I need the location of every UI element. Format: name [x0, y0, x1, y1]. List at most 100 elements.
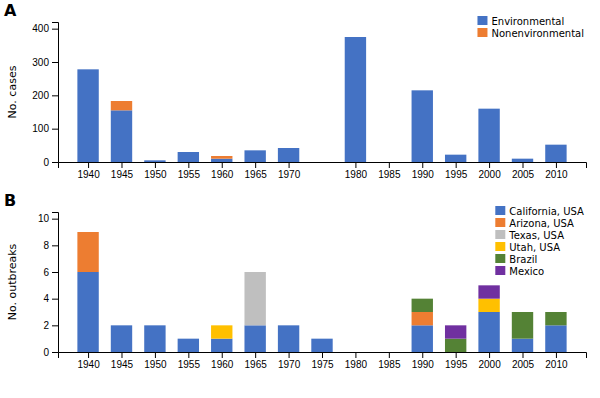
bar [345, 352, 366, 353]
tick: 1990 [412, 352, 435, 370]
tick: 1990 [412, 162, 435, 180]
tick: 100 [32, 123, 58, 134]
legend-label: Texas, USA [508, 230, 564, 241]
tick: 1985 [378, 352, 401, 370]
tick-mark [52, 299, 58, 300]
tick-mark [322, 352, 323, 358]
tick-label: 4 [43, 293, 49, 304]
bar [77, 272, 98, 352]
tick: 2000 [478, 352, 501, 370]
tick-label: 1955 [178, 359, 201, 370]
bar [311, 338, 332, 339]
bar [244, 272, 265, 273]
tick-label: 1960 [211, 169, 234, 180]
tick-mark [456, 162, 457, 168]
bar [278, 325, 299, 326]
bar [244, 272, 265, 273]
tick: 1980 [345, 352, 368, 370]
tick: 1955 [178, 162, 201, 180]
tick: 200 [32, 90, 58, 101]
tick-label: 400 [32, 23, 49, 34]
tick-mark [52, 245, 58, 246]
tick-mark [255, 162, 256, 168]
bar [412, 90, 433, 91]
bar [244, 272, 265, 325]
panel: 1940194519501955196019651970197519801985… [4, 191, 587, 370]
bar [412, 299, 433, 312]
bar [478, 299, 499, 312]
bar [478, 285, 499, 298]
tick-mark [52, 162, 58, 163]
bar [178, 339, 199, 352]
tick-label: 0 [43, 157, 49, 168]
tick: 2000 [478, 162, 501, 180]
bar [445, 339, 466, 352]
bar [244, 150, 265, 162]
bar [278, 325, 299, 326]
tick: 2010 [545, 352, 568, 370]
tick-label: 1995 [445, 359, 468, 370]
bar [211, 325, 232, 338]
tick: 1945 [111, 162, 134, 180]
legend-swatch [495, 230, 505, 239]
bar [345, 37, 366, 38]
bar-series [77, 232, 433, 325]
legend-swatch [477, 16, 487, 25]
bar [178, 152, 199, 162]
tick-mark [52, 272, 58, 273]
bar [144, 160, 165, 162]
axis-line [59, 353, 587, 359]
bar [545, 145, 566, 162]
tick-mark [355, 162, 356, 168]
tick: 1945 [111, 352, 134, 370]
tick-label: 100 [32, 123, 49, 134]
bar [111, 325, 132, 352]
bar [412, 298, 433, 299]
bar [311, 338, 332, 339]
tick-label: 2010 [545, 169, 568, 180]
bar [378, 162, 399, 163]
legend-swatch [495, 266, 505, 275]
bar [77, 69, 98, 162]
tick-label: 6 [43, 267, 49, 278]
tick: 300 [32, 57, 58, 68]
bar [178, 338, 199, 339]
bars [77, 37, 566, 162]
tick: 4 [43, 293, 58, 304]
bar [378, 352, 399, 353]
bar [478, 109, 499, 162]
tick-mark [523, 352, 524, 358]
tick: 2 [43, 320, 58, 331]
tick-label: 1990 [412, 359, 435, 370]
bar [144, 160, 165, 161]
tick: 2005 [512, 352, 535, 370]
legend-label: Environmental [491, 16, 564, 27]
tick-label: 1965 [245, 359, 268, 370]
bar [111, 325, 132, 326]
bar [378, 352, 399, 353]
tick-mark [489, 352, 490, 358]
bar [311, 338, 332, 339]
tick-mark [523, 162, 524, 168]
y-axis: 0 100 200 300 400 [32, 23, 58, 168]
tick: 1950 [144, 352, 167, 370]
tick: 1995 [445, 352, 468, 370]
tick-label: 1980 [345, 169, 368, 180]
tick-mark [355, 352, 356, 358]
bar [412, 90, 433, 162]
tick-label: 2000 [478, 359, 501, 370]
tick-mark [188, 352, 189, 358]
bar [77, 69, 98, 70]
bar [345, 352, 366, 353]
tick-label: 8 [43, 240, 49, 251]
tick: 1965 [245, 352, 268, 370]
tick-mark [422, 162, 423, 168]
bar-series [111, 101, 233, 159]
tick-label: 1945 [111, 359, 134, 370]
bar [178, 338, 199, 339]
bar [512, 312, 533, 313]
tick-mark [121, 352, 122, 358]
bar [512, 158, 533, 159]
bar [144, 325, 165, 326]
bar [77, 232, 98, 233]
